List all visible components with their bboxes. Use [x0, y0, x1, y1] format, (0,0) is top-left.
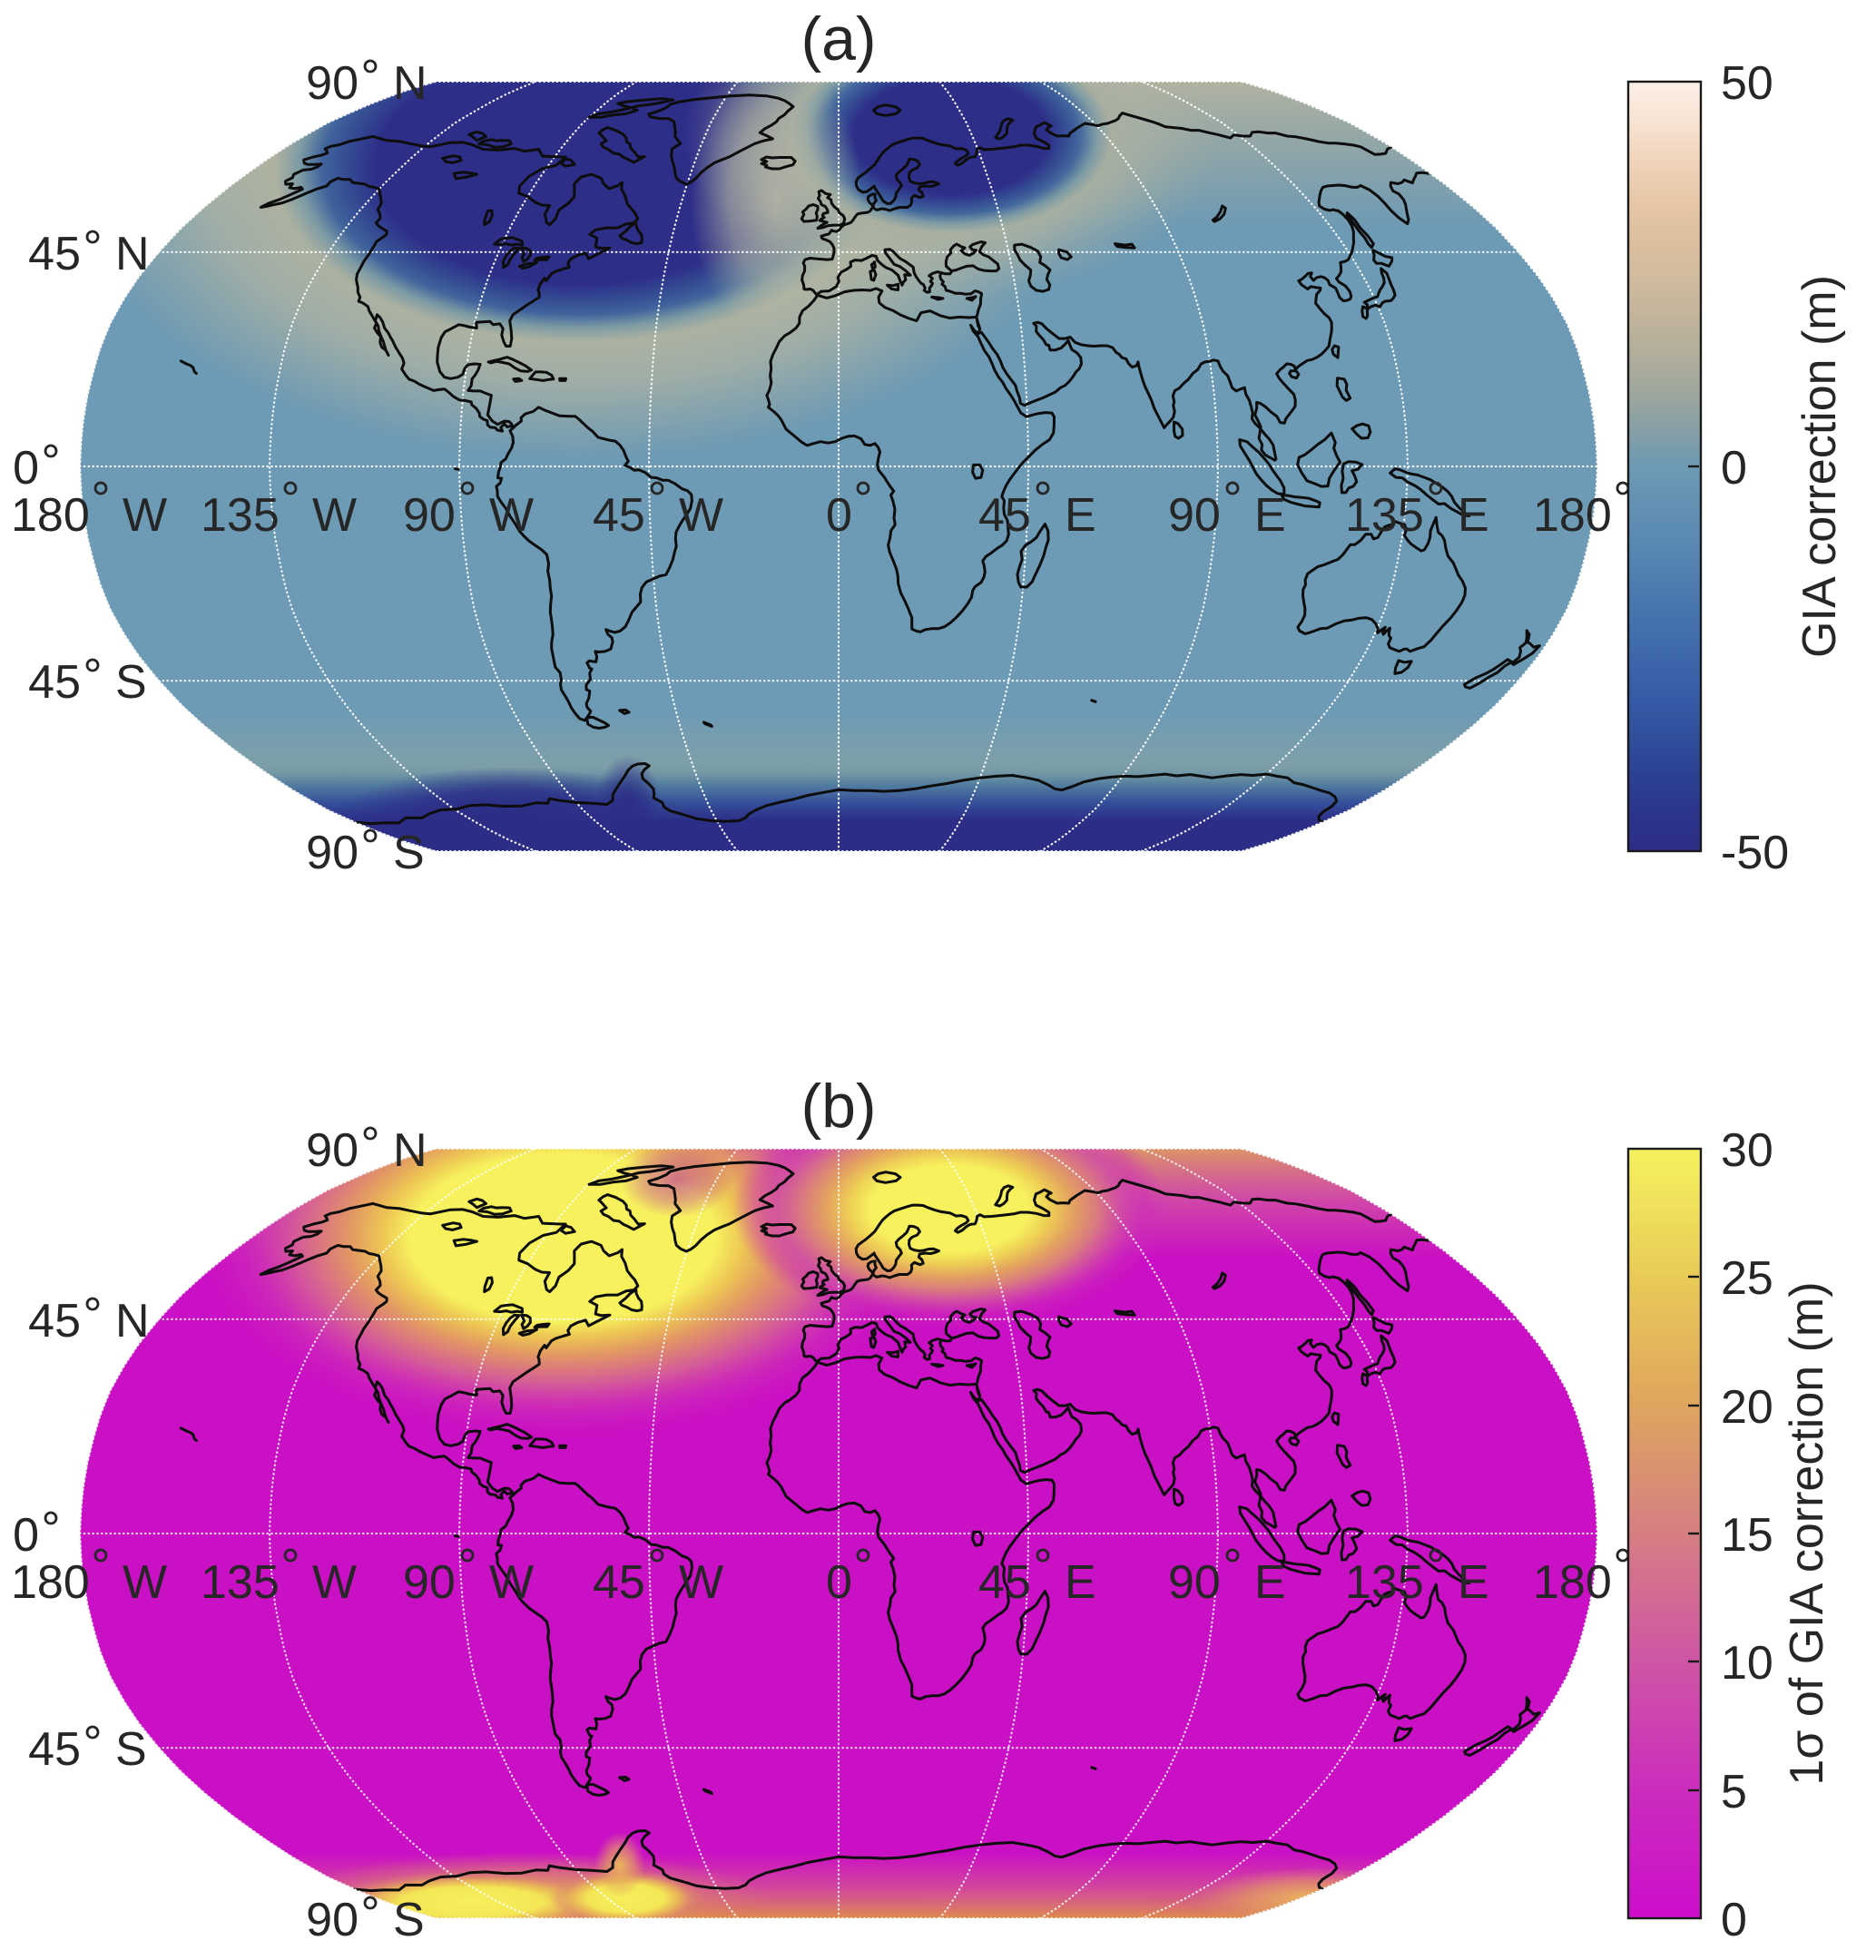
svg-text:90: 90 [403, 1556, 456, 1609]
svg-text:0: 0 [1721, 1894, 1747, 1946]
svg-text:45: 45 [28, 1295, 81, 1348]
svg-text:135: 135 [201, 489, 280, 542]
svg-text:90: 90 [306, 57, 359, 110]
svg-text:1σ of GIA correction (m): 1σ of GIA correction (m) [1781, 1281, 1833, 1785]
svg-text:15: 15 [1721, 1509, 1773, 1562]
svg-text:0: 0 [826, 489, 852, 542]
svg-text:W: W [123, 1556, 167, 1609]
svg-text:W: W [312, 489, 357, 542]
svg-text:180: 180 [1533, 1556, 1612, 1609]
svg-text:90: 90 [1168, 1556, 1221, 1609]
svg-text:S: S [393, 1894, 425, 1946]
svg-text:135: 135 [1345, 489, 1424, 542]
svg-text:W: W [489, 489, 534, 542]
svg-text:N: N [393, 1124, 427, 1177]
svg-text:5: 5 [1721, 1766, 1747, 1818]
svg-text:GIA correction (m): GIA correction (m) [1793, 275, 1846, 658]
svg-text:45: 45 [28, 656, 81, 709]
svg-text:E: E [1254, 489, 1286, 542]
svg-text:45: 45 [28, 1723, 81, 1776]
svg-text:N: N [115, 1295, 150, 1348]
svg-text:90: 90 [1168, 489, 1221, 542]
svg-text:E: E [1458, 489, 1489, 542]
svg-text:E: E [1254, 1556, 1286, 1609]
svg-text:45: 45 [978, 1556, 1031, 1609]
svg-text:45: 45 [978, 489, 1031, 542]
svg-text:W: W [489, 1556, 534, 1609]
svg-text:S: S [115, 656, 147, 709]
svg-text:E: E [1065, 1556, 1096, 1609]
svg-text:E: E [1458, 1556, 1489, 1609]
svg-text:30: 30 [1721, 1124, 1773, 1177]
svg-text:50: 50 [1721, 57, 1773, 110]
svg-text:10: 10 [1721, 1637, 1773, 1690]
svg-text:W: W [312, 1556, 357, 1609]
svg-text:45: 45 [593, 489, 645, 542]
svg-text:45: 45 [28, 228, 81, 280]
svg-text:90: 90 [306, 827, 359, 879]
svg-text:0: 0 [1721, 442, 1747, 495]
svg-text:N: N [393, 57, 427, 110]
svg-text:135: 135 [1345, 1556, 1424, 1609]
svg-text:180: 180 [1533, 489, 1612, 542]
svg-text:-50: -50 [1721, 827, 1789, 879]
svg-text:90: 90 [306, 1894, 359, 1946]
svg-text:90: 90 [403, 489, 456, 542]
svg-text:180: 180 [11, 489, 90, 542]
svg-text:(b): (b) [800, 1072, 876, 1141]
svg-text:135: 135 [201, 1556, 280, 1609]
svg-text:25: 25 [1721, 1252, 1773, 1305]
svg-text:0: 0 [13, 1509, 39, 1562]
svg-text:W: W [123, 489, 167, 542]
svg-text:N: N [115, 228, 150, 280]
svg-text:90: 90 [306, 1124, 359, 1177]
svg-text:45: 45 [593, 1556, 645, 1609]
svg-text:W: W [679, 1556, 723, 1609]
svg-text:0: 0 [13, 442, 39, 495]
svg-text:S: S [115, 1723, 147, 1776]
svg-text:W: W [679, 489, 723, 542]
svg-text:S: S [393, 827, 425, 879]
svg-text:(a): (a) [800, 5, 876, 74]
svg-text:0: 0 [826, 1556, 852, 1609]
svg-text:E: E [1065, 489, 1096, 542]
svg-text:20: 20 [1721, 1381, 1773, 1434]
svg-text:180: 180 [11, 1556, 90, 1609]
